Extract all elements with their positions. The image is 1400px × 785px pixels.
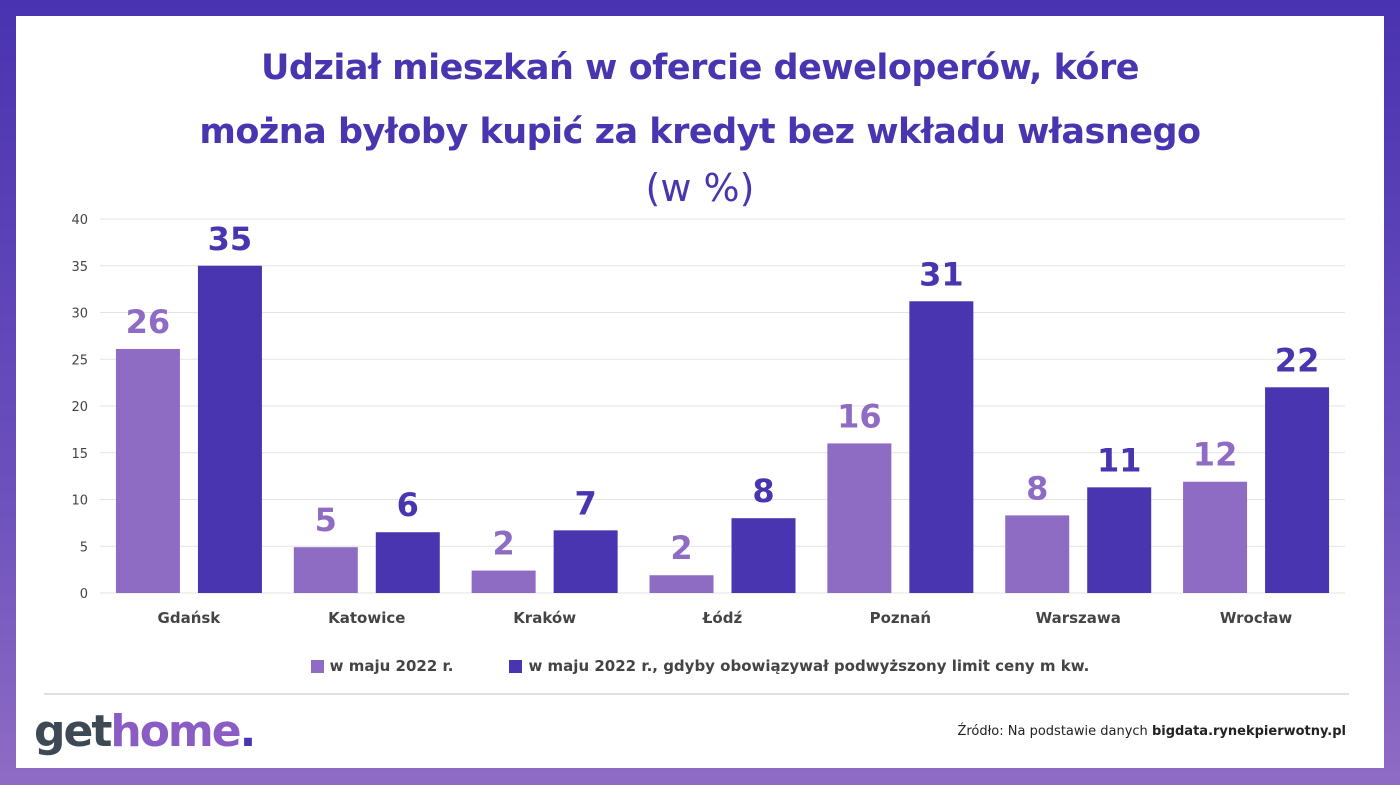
- bar-raised-limit: [375, 532, 440, 593]
- data-label: 12: [1193, 436, 1238, 474]
- data-label: 6: [397, 486, 419, 524]
- legend-swatch-2: [509, 659, 523, 673]
- bar-may-2022: [115, 348, 180, 593]
- x-tick-label: Gdańsk: [158, 609, 222, 627]
- legend-item-2: w maju 2022 r., gdyby obowiązywał podwyż…: [509, 657, 1089, 675]
- y-tick-label: 5: [80, 540, 88, 555]
- x-tick-label: Warszawa: [1036, 609, 1121, 627]
- data-label: 5: [315, 501, 337, 539]
- legend-label-1: w maju 2022 r.: [329, 657, 454, 675]
- bar-raised-limit: [553, 530, 618, 593]
- data-label: 16: [837, 397, 882, 435]
- y-tick-label: 35: [71, 260, 88, 275]
- chart-subtitle: (w %): [645, 166, 755, 210]
- legend-swatch-1: [310, 659, 324, 673]
- bar-may-2022: [649, 575, 714, 593]
- bar-may-2022: [293, 547, 358, 593]
- y-tick-label: 40: [71, 213, 88, 228]
- x-tick-label: Katowice: [328, 609, 405, 627]
- divider: [44, 693, 1349, 695]
- bar-raised-limit: [909, 301, 974, 593]
- y-tick-label: 30: [71, 307, 88, 322]
- data-label: 2: [670, 529, 692, 567]
- x-tick-label: Poznań: [870, 609, 932, 627]
- bar-raised-limit: [197, 265, 262, 593]
- source-note: Źródło: Na podstawie danych bigdata.ryne…: [957, 724, 1346, 739]
- data-label: 2: [493, 525, 515, 563]
- data-label: 8: [752, 472, 774, 510]
- data-label: 35: [208, 220, 253, 258]
- legend-label-2: w maju 2022 r., gdyby obowiązywał podwyż…: [528, 657, 1090, 675]
- y-tick-label: 10: [71, 494, 88, 509]
- bar-raised-limit: [1087, 487, 1152, 593]
- x-tick-label: Łódź: [702, 609, 743, 627]
- bar-may-2022: [1183, 481, 1248, 593]
- x-tick-label: Kraków: [513, 609, 576, 627]
- chart-title-line2: można byłoby kupić za kredyt bez wkładu …: [199, 112, 1201, 152]
- data-label: 26: [126, 303, 171, 341]
- legend: w maju 2022 r. w maju 2022 r., gdyby obo…: [0, 657, 1400, 675]
- y-tick-label: 25: [71, 353, 88, 368]
- data-label: 11: [1097, 441, 1142, 479]
- bar-raised-limit: [731, 518, 796, 593]
- bar-may-2022: [827, 443, 892, 593]
- data-label: 22: [1275, 341, 1320, 379]
- y-tick-label: 0: [80, 587, 88, 602]
- data-label: 8: [1026, 469, 1048, 507]
- y-tick-label: 20: [71, 400, 88, 415]
- data-label: 7: [575, 484, 597, 522]
- x-tick-label: Wrocław: [1220, 609, 1293, 627]
- bar-raised-limit: [1265, 387, 1330, 593]
- bar-may-2022: [471, 570, 536, 593]
- gethome-logo: gethome.: [34, 706, 256, 757]
- chart-title-line1: Udział mieszkań w ofercie deweloperów, k…: [261, 48, 1139, 88]
- legend-item-1: w maju 2022 r.: [310, 657, 454, 675]
- y-tick-label: 15: [71, 447, 88, 462]
- bar-may-2022: [1005, 515, 1070, 593]
- data-label: 31: [919, 255, 964, 293]
